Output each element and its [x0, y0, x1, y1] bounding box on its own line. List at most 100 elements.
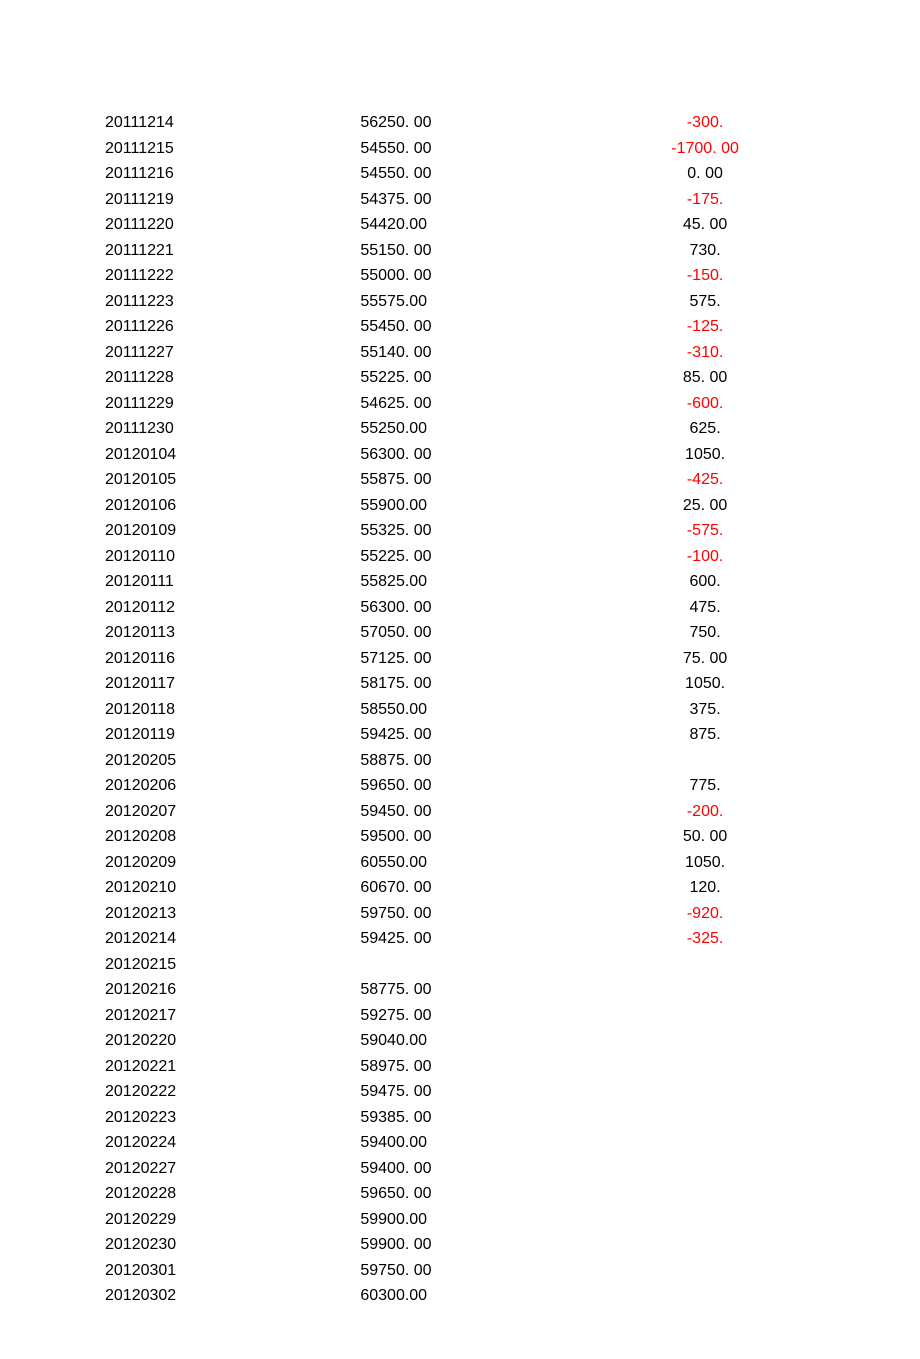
- change-cell: -150.: [590, 263, 820, 289]
- value-cell: 59650. 00: [360, 773, 590, 799]
- date-cell: 20120222: [105, 1079, 360, 1105]
- value-cell: 56300. 00: [360, 595, 590, 621]
- value-cell: 55225. 00: [360, 365, 590, 391]
- date-cell: 20120215: [105, 952, 360, 978]
- table-row: 2012022859650. 00: [105, 1181, 820, 1207]
- change-cell: [590, 1054, 820, 1080]
- table-row: 2012010555875. 00-425.: [105, 467, 820, 493]
- date-cell: 20120109: [105, 518, 360, 544]
- table-row: 2012011055225. 00-100.: [105, 544, 820, 570]
- date-cell: 20111226: [105, 314, 360, 340]
- date-cell: 20120228: [105, 1181, 360, 1207]
- change-cell: -100.: [590, 544, 820, 570]
- date-cell: 20120105: [105, 467, 360, 493]
- price-data-table: 2011121456250. 00-300.2011121554550. 00-…: [105, 110, 820, 1309]
- value-cell: 59750. 00: [360, 1258, 590, 1284]
- change-cell: 85. 00: [590, 365, 820, 391]
- change-cell: -920.: [590, 901, 820, 927]
- table-row: 2012020558875. 00: [105, 748, 820, 774]
- date-cell: 20120214: [105, 926, 360, 952]
- table-row: 2012021060670. 00120.: [105, 875, 820, 901]
- table-row: 2012010655900.0025. 00: [105, 493, 820, 519]
- date-cell: 20120113: [105, 620, 360, 646]
- change-cell: 25. 00: [590, 493, 820, 519]
- table-row: 2012020859500. 0050. 00: [105, 824, 820, 850]
- value-cell: 59040.00: [360, 1028, 590, 1054]
- table-row: 2012011858550.00375.: [105, 697, 820, 723]
- value-cell: 57125. 00: [360, 646, 590, 672]
- change-cell: [590, 977, 820, 1003]
- value-cell: 55250.00: [360, 416, 590, 442]
- date-cell: 20111221: [105, 238, 360, 264]
- change-cell: 575.: [590, 289, 820, 315]
- value-cell: 56250. 00: [360, 110, 590, 136]
- value-cell: 55325. 00: [360, 518, 590, 544]
- date-cell: 20120104: [105, 442, 360, 468]
- value-cell: 59900.00: [360, 1207, 590, 1233]
- table-row: 2012021359750. 00-920.: [105, 901, 820, 927]
- change-cell: 875.: [590, 722, 820, 748]
- table-row: 2011122155150. 00730.: [105, 238, 820, 264]
- date-cell: 20120209: [105, 850, 360, 876]
- change-cell: 750.: [590, 620, 820, 646]
- table-row: 2011121654550. 000. 00: [105, 161, 820, 187]
- date-cell: 20120217: [105, 1003, 360, 1029]
- table-row: 2012030159750. 00: [105, 1258, 820, 1284]
- date-cell: 20111229: [105, 391, 360, 417]
- change-cell: -175.: [590, 187, 820, 213]
- value-cell: 54550. 00: [360, 136, 590, 162]
- value-cell: 54550. 00: [360, 161, 590, 187]
- table-row: 2012021759275. 00: [105, 1003, 820, 1029]
- date-cell: 20120106: [105, 493, 360, 519]
- change-cell: 375.: [590, 697, 820, 723]
- change-cell: -575.: [590, 518, 820, 544]
- change-cell: [590, 1003, 820, 1029]
- change-cell: -1700. 00: [590, 136, 820, 162]
- change-cell: 1050.: [590, 850, 820, 876]
- table-row: 2012011357050. 00750.: [105, 620, 820, 646]
- date-cell: 20111230: [105, 416, 360, 442]
- table-row: 2012010955325. 00-575.: [105, 518, 820, 544]
- change-cell: [590, 1105, 820, 1131]
- value-cell: 55900.00: [360, 493, 590, 519]
- date-cell: 20120302: [105, 1283, 360, 1309]
- date-cell: 20120119: [105, 722, 360, 748]
- date-cell: 20120229: [105, 1207, 360, 1233]
- value-cell: 59900. 00: [360, 1232, 590, 1258]
- value-cell: 58550.00: [360, 697, 590, 723]
- date-cell: 20111223: [105, 289, 360, 315]
- change-cell: -300.: [590, 110, 820, 136]
- change-cell: 600.: [590, 569, 820, 595]
- change-cell: -600.: [590, 391, 820, 417]
- value-cell: 55000. 00: [360, 263, 590, 289]
- change-cell: -325.: [590, 926, 820, 952]
- change-cell: [590, 1181, 820, 1207]
- change-cell: [590, 1207, 820, 1233]
- value-cell: 59275. 00: [360, 1003, 590, 1029]
- date-cell: 20120223: [105, 1105, 360, 1131]
- table-row: 2012021459425. 00-325.: [105, 926, 820, 952]
- change-cell: [590, 1079, 820, 1105]
- change-cell: 120.: [590, 875, 820, 901]
- date-cell: 20120111: [105, 569, 360, 595]
- value-cell: 60550.00: [360, 850, 590, 876]
- value-cell: 59500. 00: [360, 824, 590, 850]
- value-cell: 59650. 00: [360, 1181, 590, 1207]
- table-row: 20120215: [105, 952, 820, 978]
- value-cell: 59400. 00: [360, 1156, 590, 1182]
- date-cell: 20120117: [105, 671, 360, 697]
- date-cell: 20120220: [105, 1028, 360, 1054]
- date-cell: 20120227: [105, 1156, 360, 1182]
- value-cell: 54375. 00: [360, 187, 590, 213]
- date-cell: 20120118: [105, 697, 360, 723]
- table-row: 2011121554550. 00-1700. 00: [105, 136, 820, 162]
- table-row: 2012022059040.00: [105, 1028, 820, 1054]
- date-cell: 20120224: [105, 1130, 360, 1156]
- date-cell: 20120110: [105, 544, 360, 570]
- value-cell: 54625. 00: [360, 391, 590, 417]
- date-cell: 20120221: [105, 1054, 360, 1080]
- table-row: 2011122255000. 00-150.: [105, 263, 820, 289]
- value-cell: 55140. 00: [360, 340, 590, 366]
- table-row: 2011121456250. 00-300.: [105, 110, 820, 136]
- date-cell: 20111216: [105, 161, 360, 187]
